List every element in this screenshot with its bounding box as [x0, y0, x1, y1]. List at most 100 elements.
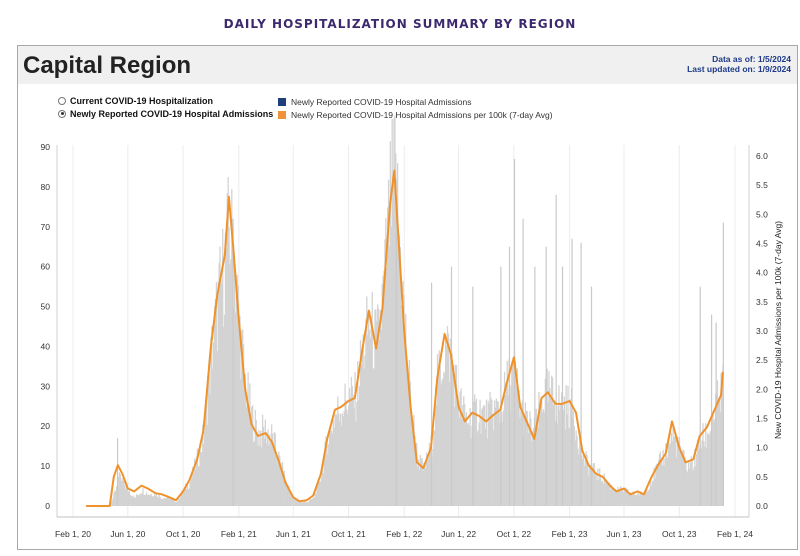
admission-bar: [230, 259, 232, 506]
admission-spike: [710, 314, 713, 506]
admission-bar: [286, 484, 288, 506]
data-dates: Data as of: 1/5/2024 Last updated on: 1/…: [687, 54, 791, 74]
admission-bar: [223, 314, 226, 506]
admission-bar: [357, 361, 359, 506]
admission-bar: [173, 499, 175, 506]
admission-bar: [687, 461, 690, 506]
admission-bar: [203, 431, 206, 506]
admission-bar: [566, 414, 568, 506]
radio-current-hospitalization[interactable]: Current COVID-19 Hospitalization: [58, 94, 273, 107]
admission-bar: [465, 411, 468, 506]
region-title: Capital Region: [23, 52, 192, 79]
admission-bar: [409, 381, 411, 506]
admission-bar: [569, 427, 571, 506]
admission-bar: [609, 489, 612, 506]
admission-bar: [257, 446, 259, 506]
admission-bar: [126, 486, 129, 506]
admission-bar: [255, 419, 257, 506]
admission-bar: [601, 480, 604, 506]
admission-bar: [185, 489, 188, 506]
admission-bar: [652, 481, 654, 506]
admission-bar: [492, 413, 494, 506]
admission-bar: [520, 410, 522, 506]
x-tick-label: Feb 1, 22: [386, 529, 422, 539]
admission-bar: [445, 335, 447, 506]
admission-bar: [469, 408, 471, 506]
admission-bar: [550, 397, 552, 506]
admission-bar: [563, 396, 566, 506]
admission-bar: [718, 398, 720, 506]
admission-bar: [489, 391, 491, 506]
legend-item-admissions[interactable]: Newly Reported COVID-19 Hospital Admissi…: [278, 95, 553, 108]
admission-bar: [240, 379, 242, 506]
admission-bar: [613, 488, 615, 506]
admission-bar: [416, 467, 419, 506]
admission-bar: [229, 264, 231, 506]
admission-bar: [148, 495, 150, 506]
admission-bar: [348, 388, 351, 506]
admission-bar: [636, 495, 638, 506]
admission-bar: [630, 494, 633, 506]
x-tick-label: Feb 1, 21: [221, 529, 257, 539]
admission-bar: [677, 448, 680, 506]
admission-bar: [505, 382, 508, 506]
y-right-tick-label: 3.5: [756, 297, 768, 307]
admission-bar: [352, 394, 354, 506]
admission-bar: [132, 497, 134, 506]
radio-label: Current COVID-19 Hospitalization: [70, 95, 214, 106]
admission-bar: [632, 491, 634, 506]
admission-bar: [637, 493, 639, 506]
admission-bar: [294, 497, 296, 506]
legend-item-per-100k[interactable]: Newly Reported COVID-19 Hospital Admissi…: [278, 108, 553, 121]
admission-bar: [164, 498, 166, 506]
radio-unchecked-icon[interactable]: [58, 96, 66, 105]
data-as-of: Data as of: 1/5/2024: [712, 54, 791, 64]
admission-bar: [201, 451, 203, 506]
admission-bar: [483, 404, 485, 506]
admission-bar: [272, 448, 275, 506]
admission-bar: [449, 338, 451, 506]
admission-bar: [348, 405, 350, 506]
admission-bar: [356, 401, 358, 506]
line-series: [86, 169, 724, 507]
admission-bar: [628, 494, 631, 506]
admission-bar: [419, 454, 421, 506]
admission-bar: [278, 451, 280, 506]
admission-bar: [507, 395, 509, 506]
panel-header: Capital Region Data as of: 1/5/2024 Last…: [18, 46, 797, 84]
admission-bar: [258, 429, 260, 506]
admission-bar: [182, 492, 184, 506]
radio-newly-reported-admissions[interactable]: Newly Reported COVID-19 Hospital Admissi…: [58, 107, 273, 120]
y-right-tick-label: 6.0: [756, 151, 768, 161]
admission-bar: [334, 415, 336, 506]
admission-bar: [170, 497, 172, 506]
admission-bar: [199, 443, 201, 506]
admission-bar: [371, 291, 373, 506]
admission-bar: [306, 502, 308, 506]
admission-bar: [346, 409, 348, 506]
admission-bar: [655, 465, 657, 506]
admission-bar: [335, 413, 337, 506]
admission-bar: [246, 399, 248, 506]
admission-bar: [456, 395, 459, 506]
admission-bar: [541, 412, 544, 506]
admission-bar: [439, 365, 441, 506]
admission-bar: [382, 275, 384, 506]
admission-bar: [281, 461, 284, 506]
admission-bar: [350, 376, 353, 506]
admission-bar: [684, 456, 686, 506]
admission-bar: [178, 499, 180, 506]
admission-bar: [260, 430, 262, 506]
admission-bar: [274, 433, 276, 506]
admission-bar: [115, 490, 117, 506]
admission-bar: [645, 490, 647, 506]
admission-bar: [200, 451, 202, 506]
admission-bar: [486, 438, 488, 506]
admission-bar: [124, 485, 126, 506]
admission-bar: [228, 227, 230, 506]
admission-bar: [423, 462, 425, 506]
admission-bar: [113, 492, 115, 506]
radio-checked-icon[interactable]: [58, 109, 66, 118]
admission-bar: [296, 499, 298, 506]
admission-bar: [663, 465, 665, 506]
